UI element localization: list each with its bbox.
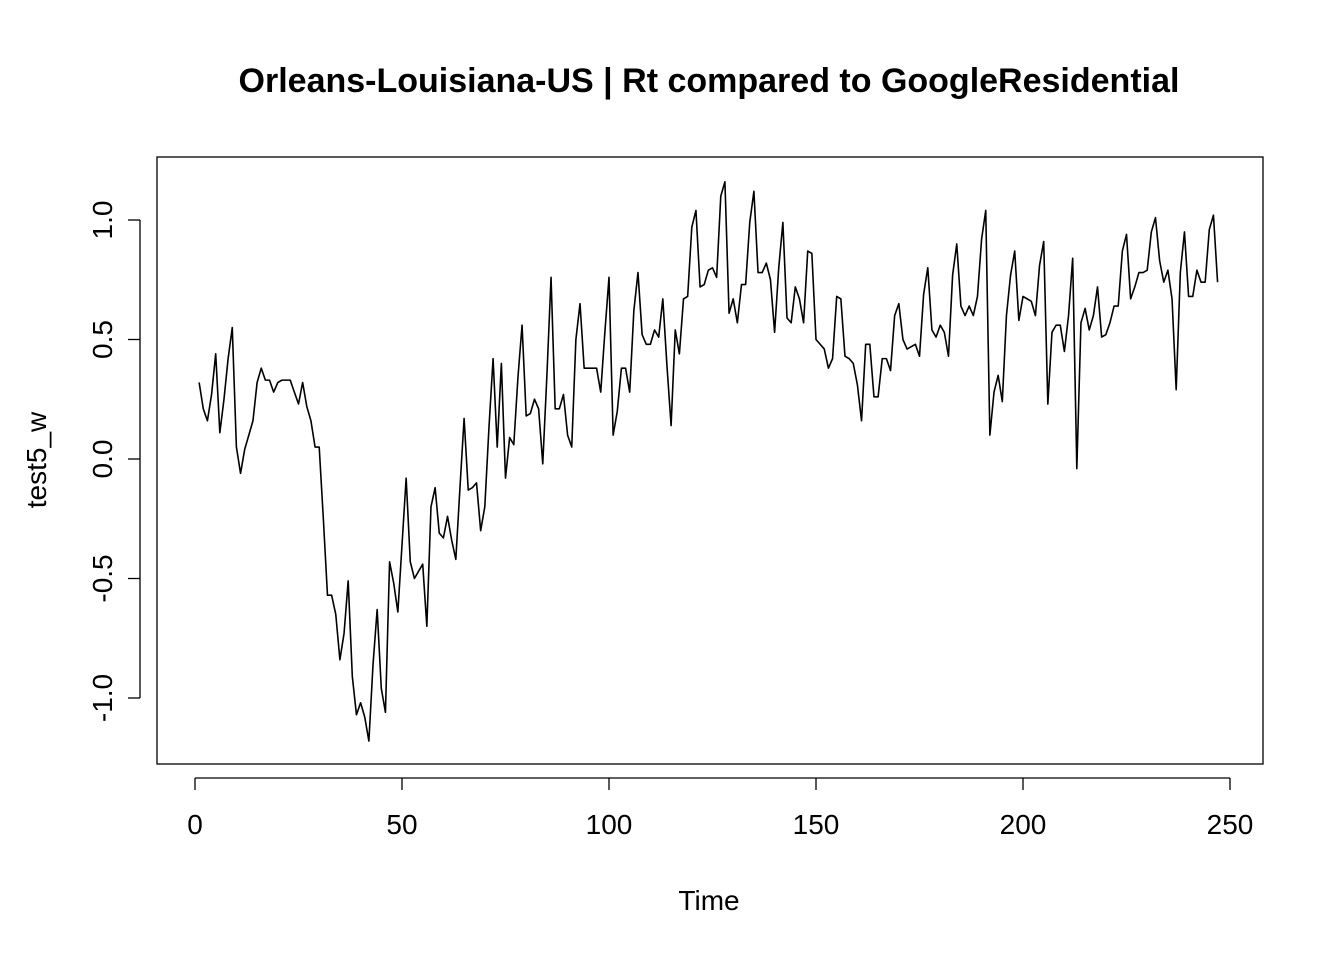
y-axis-ticks: -1.0 -0.5 0.0 0.5 1.0: [87, 201, 140, 723]
y-axis-label: test5_w: [21, 411, 52, 508]
y-tick-label: -1.0: [87, 674, 118, 722]
x-tick-label: 100: [586, 809, 633, 840]
series-group: [199, 182, 1217, 741]
x-tick-label: 50: [386, 809, 417, 840]
series-line-0: [199, 182, 1217, 741]
y-tick-label: 0.0: [87, 440, 118, 479]
x-tick-label: 200: [1000, 809, 1047, 840]
y-tick-label: -0.5: [87, 554, 118, 602]
x-tick-label: 150: [793, 809, 840, 840]
x-axis-ticks: 0 50 100 150 200 250: [187, 778, 1253, 840]
y-tick-label: 1.0: [87, 201, 118, 240]
x-tick-label: 250: [1207, 809, 1254, 840]
plot-frame: [157, 157, 1263, 764]
x-axis-label: Time: [678, 885, 739, 916]
x-tick-label: 0: [187, 809, 203, 840]
chart-title: Orleans-Louisiana-US | Rt compared to Go…: [239, 62, 1180, 100]
y-tick-label: 0.5: [87, 320, 118, 359]
